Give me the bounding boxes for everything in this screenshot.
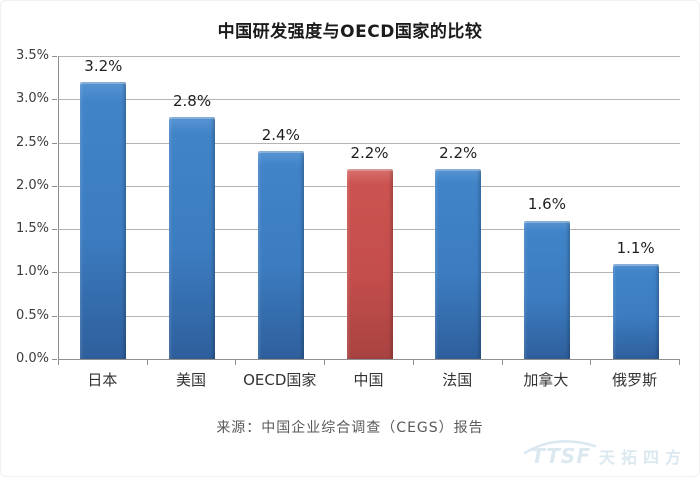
y-tick-mark xyxy=(52,315,57,317)
x-tick-mark xyxy=(501,360,503,365)
watermark-latin-label: TTSF xyxy=(531,444,591,468)
y-tick-label: 0.0% xyxy=(15,351,49,366)
x-tick-mark xyxy=(146,360,148,365)
y-tick-label: 3.5% xyxy=(15,48,49,63)
watermark-logo: TTSF 天拓四方 xyxy=(523,440,687,468)
y-tick-label: 3.0% xyxy=(15,91,49,107)
x-axis-labels: 日本 美国 OECD国家 中国 法国 加拿大 俄罗斯 xyxy=(58,369,679,391)
x-category-label: OECD国家 xyxy=(243,371,317,389)
x-tick-mark xyxy=(412,360,414,365)
x-category-label: 法国 xyxy=(442,371,473,389)
bar xyxy=(257,151,304,359)
x-tick-mark xyxy=(679,360,680,365)
bar xyxy=(523,220,570,359)
y-tick-label: 1.0% xyxy=(15,264,49,280)
bar-value-label: 2.8% xyxy=(173,91,212,110)
bar xyxy=(435,168,482,359)
x-category-label: 中国 xyxy=(353,371,384,389)
bar-value-label: 3.2% xyxy=(84,56,123,75)
bar-highlight xyxy=(346,168,393,359)
source-note: 来源：中国企业综合调查（CEGS）报告 xyxy=(216,420,484,436)
gridline xyxy=(59,56,680,57)
bar xyxy=(612,263,659,359)
x-tick-mark xyxy=(58,360,59,365)
y-tick-label: 1.5% xyxy=(15,221,49,237)
y-tick-label: 0.5% xyxy=(15,307,49,323)
plot-area: 3.2% 2.8% 2.4% 2.2% 2.2% 1.6% 1.1% xyxy=(58,56,680,360)
gridline xyxy=(59,99,680,101)
bar-value-label: 2.2% xyxy=(439,143,478,162)
chart-title: 中国研发强度与OECD国家的比较 xyxy=(217,22,483,42)
gridline xyxy=(59,142,680,144)
y-tick-mark xyxy=(52,99,57,101)
y-tick-label: 2.5% xyxy=(15,134,49,150)
bar-value-label: 1.1% xyxy=(616,238,655,257)
x-tick-mark xyxy=(590,360,592,365)
y-tick-mark xyxy=(52,142,57,144)
bar-value-label: 1.6% xyxy=(527,195,566,214)
bar xyxy=(169,116,216,359)
y-tick-mark xyxy=(52,56,57,57)
bar xyxy=(80,81,127,359)
watermark-latin-text: TTSF xyxy=(523,440,597,468)
y-axis-labels: 3.5% 3.0% 2.5% 2.0% 1.5% 1.0% 0.5% 0.0% xyxy=(1,48,49,366)
x-category-label: 美国 xyxy=(176,371,207,389)
y-tick-mark xyxy=(52,272,57,274)
x-tick-mark xyxy=(235,360,237,365)
y-tick-mark xyxy=(52,185,57,187)
bar-value-label: 2.2% xyxy=(350,143,389,162)
y-tick-label: 2.0% xyxy=(15,177,49,193)
x-category-label: 俄罗斯 xyxy=(612,371,658,389)
x-tick-mark xyxy=(324,360,326,365)
y-tick-mark xyxy=(52,359,57,360)
watermark-cjk-text: 天拓四方 xyxy=(598,448,687,467)
bar-value-label: 2.4% xyxy=(261,126,300,145)
x-category-label: 加拿大 xyxy=(523,371,569,389)
y-tick-mark xyxy=(52,229,57,231)
x-category-label: 日本 xyxy=(87,371,118,389)
watermark-swoosh-icon xyxy=(521,435,597,455)
